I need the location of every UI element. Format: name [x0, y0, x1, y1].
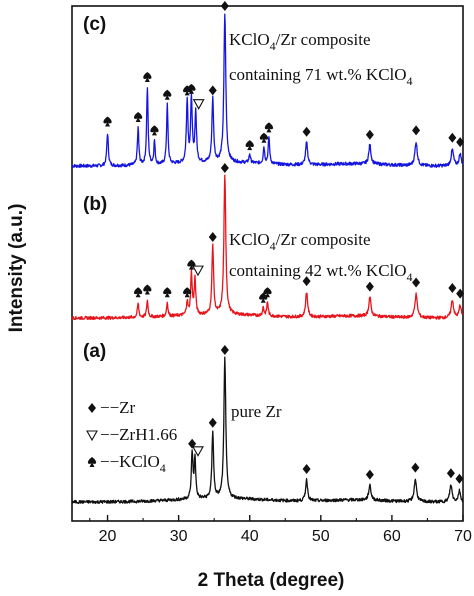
panel-label-b: (b): [83, 194, 107, 215]
zrh-peak-marker: [192, 446, 204, 457]
kclo4-peak-marker: [263, 287, 272, 298]
xrd-trace-c: [71, 13, 464, 168]
zr-peak-marker: [208, 85, 217, 96]
kclo4-peak-marker: [143, 72, 152, 83]
x-axis-title: 2 Theta (degree): [198, 570, 345, 591]
zr-peak-marker: [365, 469, 374, 480]
kclo4-peak-marker: [87, 457, 97, 467]
zr-peak-marker: [446, 468, 455, 479]
kclo4-peak-marker: [163, 89, 172, 100]
kclo4-peak-marker: [133, 112, 143, 122]
zr-peak-marker: [456, 137, 465, 148]
zr-peak-marker: [220, 163, 229, 173]
panel-annotation-c: KClO4/Zr composite: [229, 30, 371, 53]
kclo4-peak-marker: [259, 292, 268, 303]
zrh-peak-marker: [192, 99, 205, 110]
x-tick-label: 60: [383, 528, 401, 545]
axes-layer: 2 Theta (degree) Intensity (a.u.) 20 30 40…: [6, 204, 472, 591]
kclo4-peak-marker: [264, 122, 274, 133]
kclo4-peak-marker: [103, 116, 112, 127]
x-tick-label: 30: [170, 528, 188, 545]
panel-annotation-a: pure Zr: [231, 402, 282, 421]
plot-frame: [71, 5, 464, 522]
zr-peak-marker: [220, 345, 229, 355]
panel-annotation-line2-b: containing 42 wt.% KClO4: [229, 261, 413, 284]
legend-entry-diamond: −−Zr: [100, 398, 136, 417]
zr-peak-marker: [411, 462, 420, 473]
zr-peak-marker: [208, 417, 217, 428]
zr-peak-marker: [412, 277, 421, 288]
label-layer: (c) KClO4/Zr composite containing 71 wt.% …: [83, 14, 413, 475]
zrh-peak-marker: [192, 265, 204, 277]
zr-peak-marker: [456, 288, 465, 299]
x-tick-label: 20: [99, 528, 117, 545]
legend-entry-triangle: −−ZrH1.66: [100, 425, 177, 444]
plot-frame-rect: [71, 5, 464, 522]
zr-peak-marker: [208, 232, 217, 242]
legend-entry-spade: −−KClO4: [100, 452, 166, 475]
zr-peak-marker: [448, 132, 457, 143]
panel-label-a: (a): [83, 341, 106, 362]
zr-peak-marker: [302, 464, 311, 474]
zr-peak-marker: [412, 125, 421, 136]
zr-peak-marker: [220, 1, 229, 11]
kclo4-peak-marker: [150, 125, 159, 136]
kclo4-peak-marker: [183, 287, 192, 298]
zr-peak-marker: [455, 473, 464, 484]
y-axis-title: Intensity (a.u.): [6, 204, 27, 333]
xrd-trace-b: [71, 174, 464, 321]
zr-peak-marker: [365, 281, 374, 292]
x-tick-label: 70: [454, 528, 472, 545]
x-tick-label: 50: [312, 528, 330, 545]
kclo4-peak-marker: [187, 83, 196, 94]
panel-annotation-b: KClO4/Zr composite: [229, 230, 371, 253]
kclo4-peak-marker: [163, 287, 172, 298]
kclo4-peak-marker: [187, 259, 196, 270]
panel-label-c: (c): [83, 14, 106, 35]
kclo4-peak-marker: [143, 284, 152, 295]
x-tick-label: 40: [241, 528, 259, 545]
zr-peak-marker: [302, 126, 311, 137]
zr-peak-marker: [302, 276, 311, 287]
zr-peak-marker: [365, 129, 374, 140]
xrd-trace-a: [71, 356, 464, 505]
zrh-peak-marker: [86, 430, 98, 442]
zr-peak-marker: [448, 283, 457, 294]
peak-marker-layer: [86, 1, 465, 484]
trace-layer: [71, 13, 464, 505]
kclo4-peak-marker: [245, 140, 254, 151]
kclo4-peak-marker: [133, 287, 143, 298]
kclo4-peak-marker: [259, 132, 269, 143]
zr-peak-marker: [88, 403, 96, 413]
panel-annotation-line2-c: containing 71 wt.% KClO4: [229, 65, 413, 88]
